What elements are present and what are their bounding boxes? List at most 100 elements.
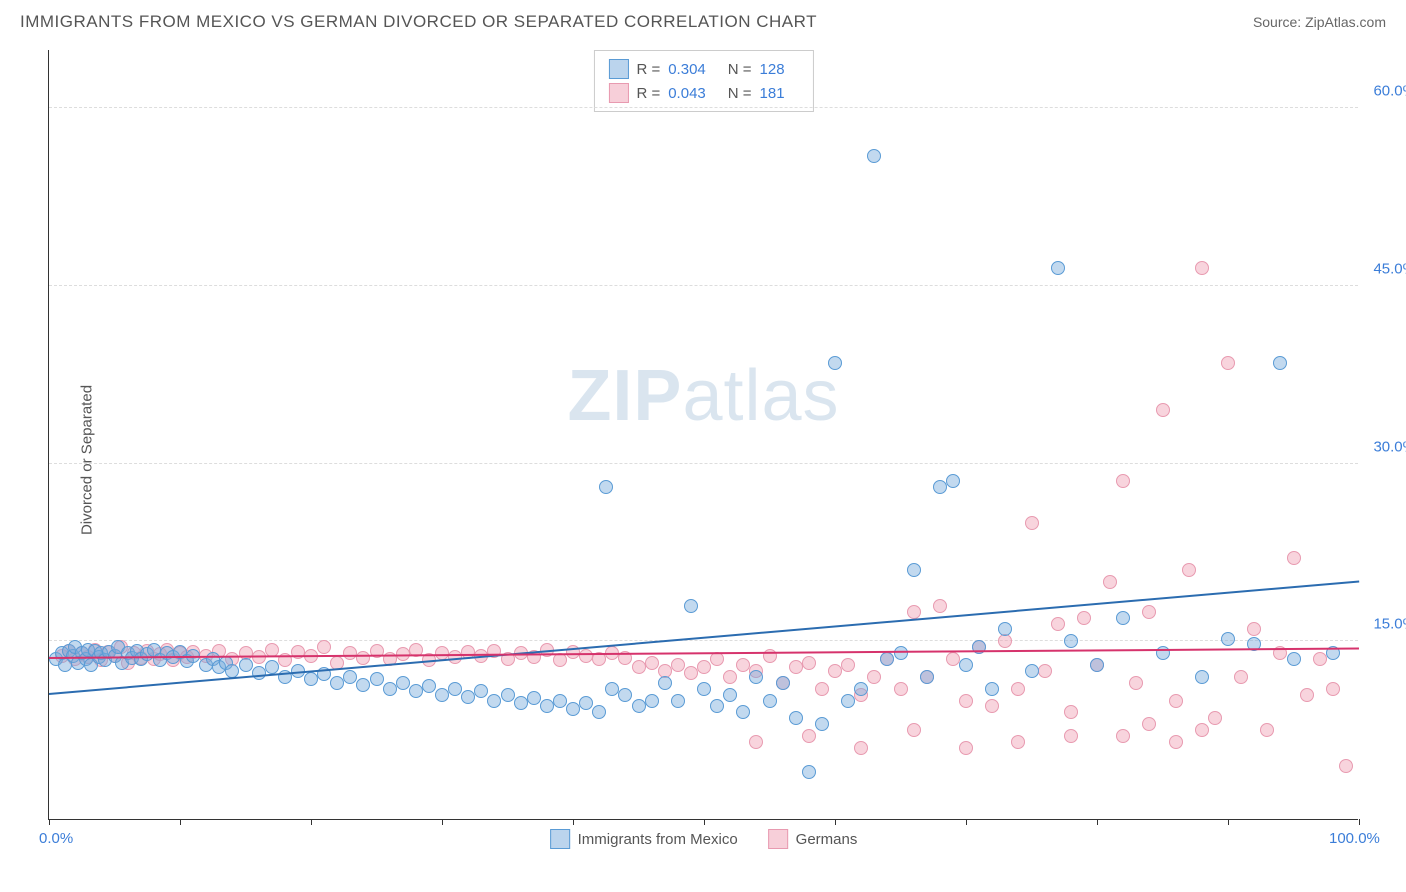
- data-point: [1287, 551, 1301, 565]
- gridline: [49, 463, 1358, 464]
- data-point: [1169, 735, 1183, 749]
- data-point: [907, 563, 921, 577]
- gridline: [49, 640, 1358, 641]
- data-point: [1103, 575, 1117, 589]
- data-point: [239, 658, 253, 672]
- data-point: [396, 676, 410, 690]
- data-point: [1221, 356, 1235, 370]
- data-point: [487, 694, 501, 708]
- data-point: [370, 672, 384, 686]
- legend-swatch: [608, 83, 628, 103]
- data-point: [1313, 652, 1327, 666]
- legend-correlation: R = 0.304 N = 128 R = 0.043 N = 181: [593, 50, 813, 112]
- data-point: [501, 688, 515, 702]
- data-point: [1038, 664, 1052, 678]
- watermark: ZIPatlas: [567, 355, 839, 437]
- data-point: [894, 682, 908, 696]
- data-point: [736, 705, 750, 719]
- data-point: [1064, 705, 1078, 719]
- ytick-label: 15.0%: [1373, 616, 1406, 633]
- legend-row: R = 0.304 N = 128: [608, 57, 798, 81]
- data-point: [632, 699, 646, 713]
- r-value: 0.043: [668, 85, 706, 102]
- data-point: [841, 658, 855, 672]
- legend-label: Immigrants from Mexico: [578, 831, 738, 848]
- data-point: [894, 646, 908, 660]
- data-point: [1116, 474, 1130, 488]
- data-point: [1273, 356, 1287, 370]
- watermark-atlas: atlas: [682, 356, 839, 436]
- xtick: [1097, 819, 1098, 825]
- data-point: [1182, 563, 1196, 577]
- data-point: [343, 646, 357, 660]
- data-point: [880, 652, 894, 666]
- n-value: 181: [760, 85, 785, 102]
- data-point: [946, 652, 960, 666]
- data-point: [723, 688, 737, 702]
- xtick: [966, 819, 967, 825]
- legend-label: Germans: [796, 831, 858, 848]
- data-point: [763, 694, 777, 708]
- ytick-label: 30.0%: [1373, 438, 1406, 455]
- data-point: [802, 656, 816, 670]
- data-point: [723, 670, 737, 684]
- data-point: [1064, 729, 1078, 743]
- data-point: [1142, 605, 1156, 619]
- n-label: N =: [728, 61, 752, 78]
- data-point: [645, 656, 659, 670]
- xtick-label: 100.0%: [1329, 830, 1380, 847]
- data-point: [749, 670, 763, 684]
- data-point: [854, 682, 868, 696]
- data-point: [252, 666, 266, 680]
- legend-swatch: [550, 829, 570, 849]
- data-point: [1051, 261, 1065, 275]
- data-point: [422, 679, 436, 693]
- xtick: [704, 819, 705, 825]
- data-point: [671, 694, 685, 708]
- r-label: R =: [636, 61, 660, 78]
- data-point: [946, 474, 960, 488]
- data-point: [802, 765, 816, 779]
- data-point: [933, 480, 947, 494]
- xtick: [1228, 819, 1229, 825]
- data-point: [867, 149, 881, 163]
- data-point: [599, 480, 613, 494]
- data-point: [658, 676, 672, 690]
- data-point: [1195, 261, 1209, 275]
- r-value: 0.304: [668, 61, 706, 78]
- data-point: [1339, 759, 1353, 773]
- data-point: [1011, 735, 1025, 749]
- data-point: [579, 649, 593, 663]
- data-point: [907, 723, 921, 737]
- data-point: [304, 672, 318, 686]
- r-label: R =: [636, 85, 660, 102]
- xtick: [835, 819, 836, 825]
- data-point: [828, 664, 842, 678]
- gridline: [49, 107, 1358, 108]
- data-point: [1195, 670, 1209, 684]
- data-point: [763, 649, 777, 663]
- data-point: [1208, 711, 1222, 725]
- data-point: [461, 690, 475, 704]
- data-point: [985, 682, 999, 696]
- xtick: [573, 819, 574, 825]
- data-point: [1287, 652, 1301, 666]
- data-point: [474, 684, 488, 698]
- legend-item: Germans: [768, 829, 858, 849]
- data-point: [1169, 694, 1183, 708]
- n-label: N =: [728, 85, 752, 102]
- data-point: [789, 711, 803, 725]
- trendline: [49, 580, 1359, 695]
- data-point: [1025, 664, 1039, 678]
- data-point: [749, 735, 763, 749]
- data-point: [959, 658, 973, 672]
- data-point: [671, 658, 685, 672]
- n-value: 128: [760, 61, 785, 78]
- data-point: [343, 670, 357, 684]
- data-point: [540, 699, 554, 713]
- data-point: [553, 653, 567, 667]
- legend-series: Immigrants from Mexico Germans: [550, 829, 858, 849]
- data-point: [684, 666, 698, 680]
- legend-swatch: [608, 59, 628, 79]
- data-point: [1247, 622, 1261, 636]
